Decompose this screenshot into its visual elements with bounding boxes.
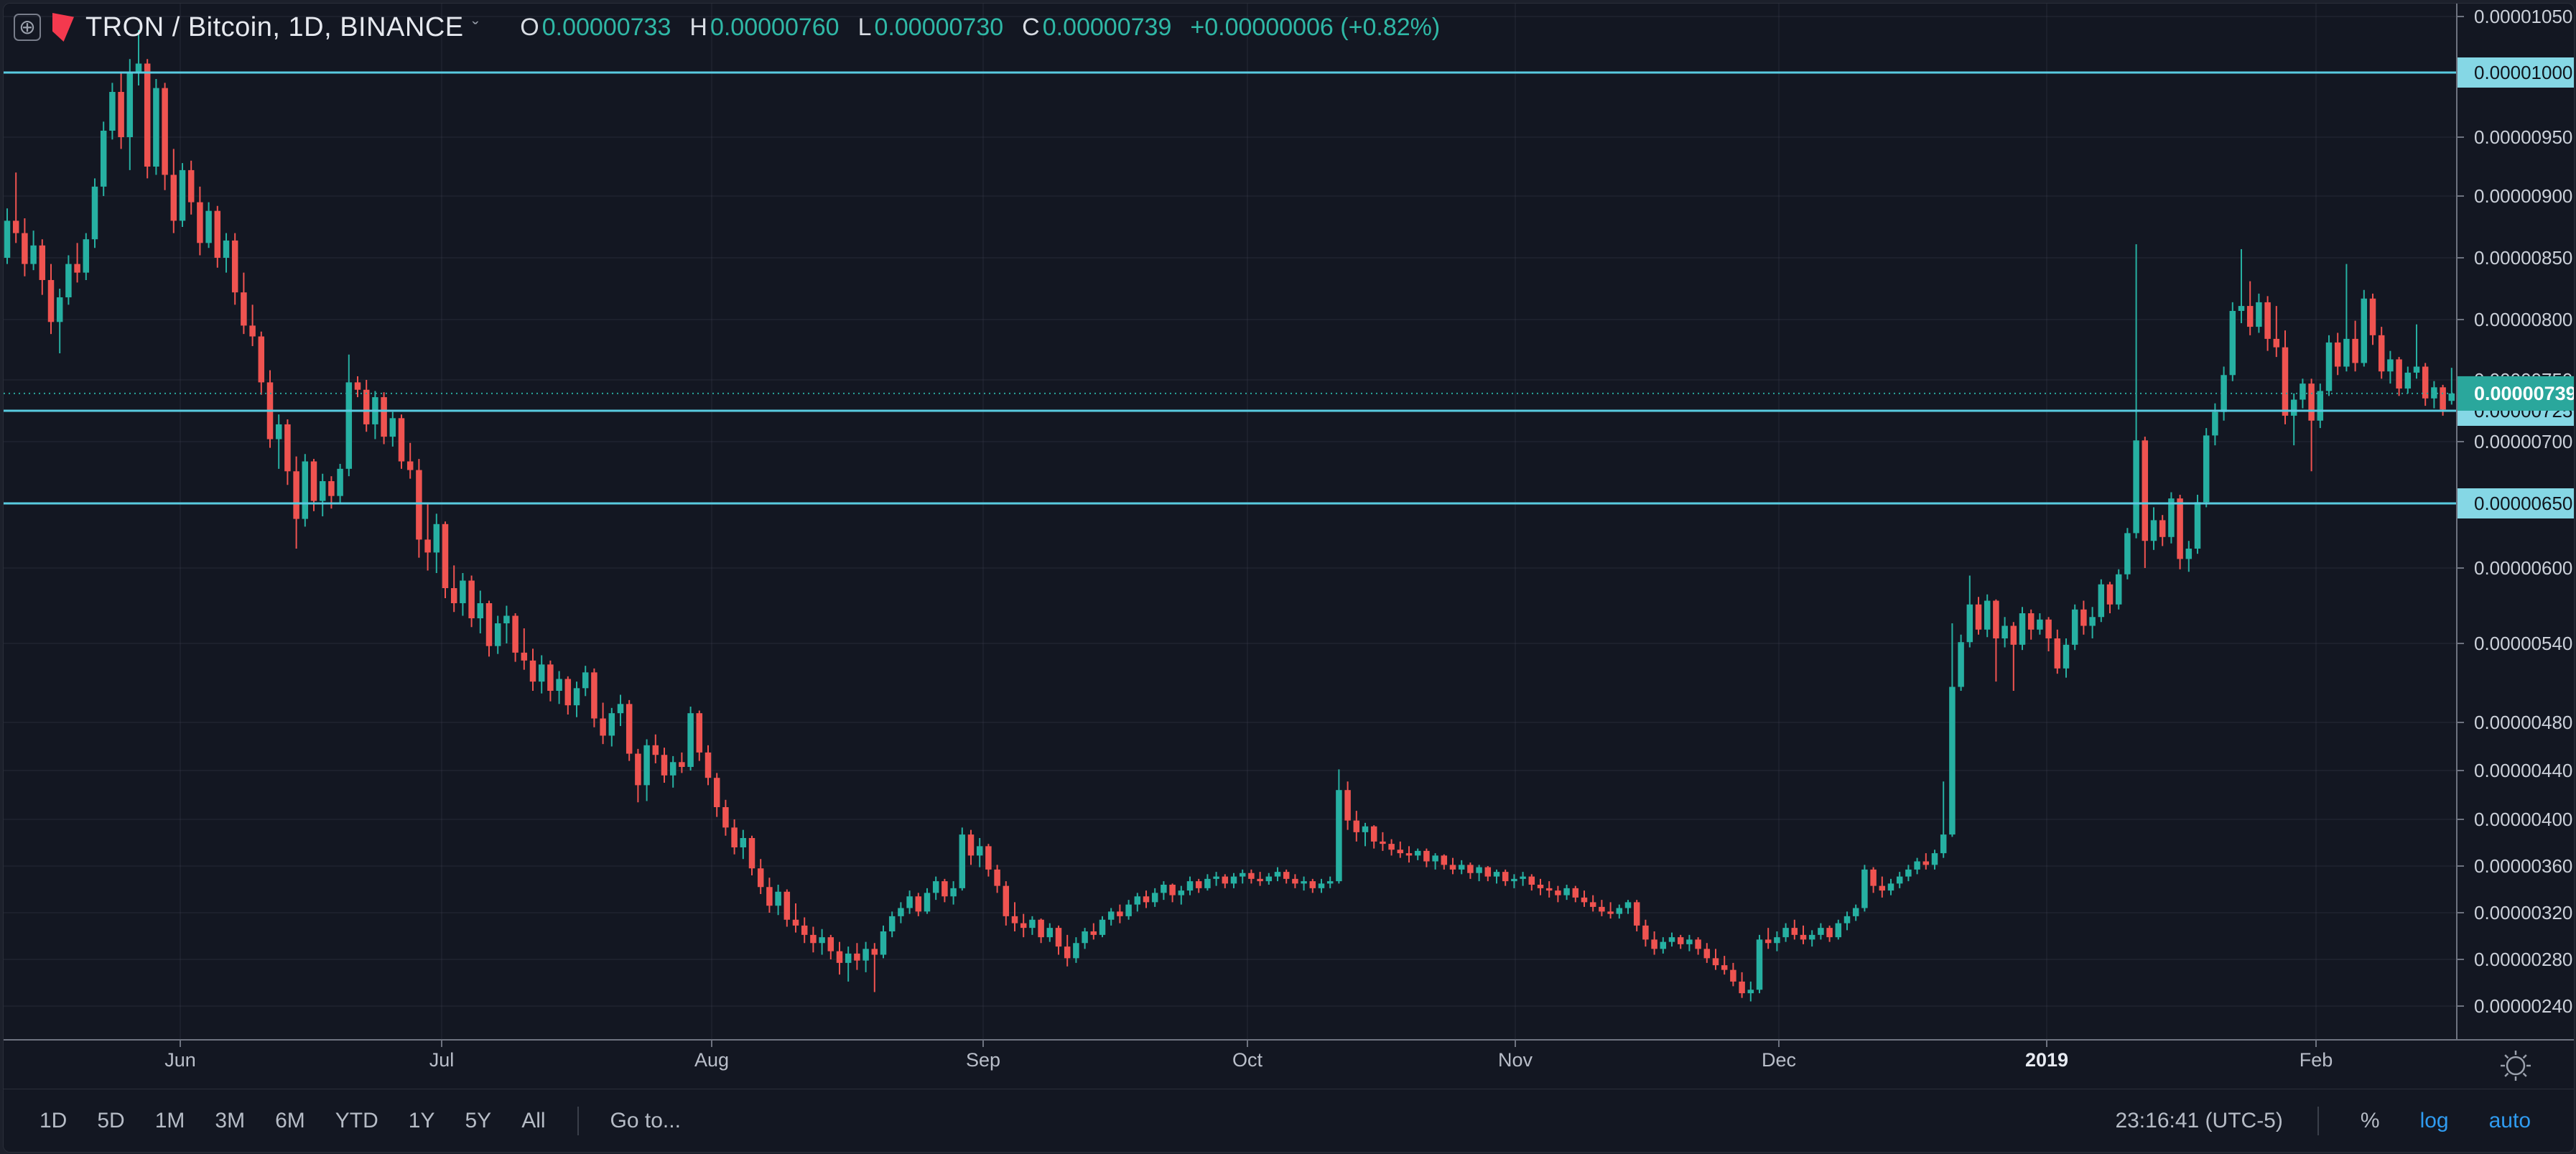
time-axis[interactable]: Jun Jul Aug Sep Oct Nov Dec 2019 Feb: [164, 1040, 2333, 1071]
time-tick-label: Oct: [1232, 1049, 1263, 1071]
change-value: +0.00000006 (+0.82%): [1190, 13, 1441, 41]
time-tick-label: Dec: [1762, 1049, 1796, 1071]
price-tick-label: 0.00000480: [2474, 712, 2572, 733]
low-label: L: [857, 13, 872, 41]
price-level-badge: [2458, 488, 2574, 518]
chart-widget: 0.00001050 0.00001000 0.00000950 0.00000900…: [3, 3, 2575, 1153]
goto-button[interactable]: Go to...: [600, 1103, 691, 1139]
price-tick-label: 0.00000320: [2474, 902, 2572, 923]
svg-text:0.00000650: 0.00000650: [2474, 493, 2572, 514]
bottom-toolbar: 1D 5D 1M 3M 6M YTD 1Y 5Y All Go to... 23:16:41 (…: [4, 1089, 2574, 1152]
low-value: 0.00000730: [874, 13, 1004, 41]
chart-canvas[interactable]: 0.00001050 0.00001000 0.00000950 0.00000900…: [4, 4, 2574, 1089]
last-price-badge: [2458, 376, 2574, 411]
price-tick-label: 0.00000540: [2474, 633, 2572, 654]
toolbar-right: 23:16:41 (UTC-5) % log auto: [2105, 1103, 2574, 1139]
toolbar-left: 1D 5D 1M 3M 6M YTD 1Y 5Y All Go to...: [4, 1103, 691, 1139]
time-tick-label: Jun: [164, 1049, 196, 1071]
price-tick-label: 0.00000800: [2474, 309, 2572, 330]
chart-pane[interactable]: [4, 4, 2457, 1040]
range-button-3m[interactable]: 3M: [205, 1103, 255, 1139]
close-label: C: [1022, 13, 1040, 41]
range-button-1y[interactable]: 1Y: [399, 1103, 445, 1139]
toolbar-divider-right: [2317, 1106, 2319, 1135]
toolbar-divider: [577, 1106, 579, 1135]
price-level-badge: [2458, 57, 2574, 88]
gear-icon[interactable]: [2501, 1051, 2531, 1081]
tron-logo-icon: [52, 13, 74, 42]
auto-scale-toggle[interactable]: auto: [2479, 1103, 2541, 1139]
price-axis[interactable]: 0.00001050 0.00001000 0.00000950 0.00000900…: [2457, 6, 2574, 1017]
symbol-title[interactable]: TRON / Bitcoin, 1D, BINANCE: [85, 11, 464, 42]
time-tick-label: 2019: [2025, 1049, 2068, 1071]
price-tick-label: 0.00000600: [2474, 557, 2572, 579]
close-value: 0.00000739: [1042, 13, 1172, 41]
range-button-all[interactable]: All: [511, 1103, 555, 1139]
range-button-5d[interactable]: 5D: [87, 1103, 134, 1139]
time-tick-label: Aug: [694, 1049, 729, 1071]
time-tick-label: Jul: [429, 1049, 455, 1071]
range-button-6m[interactable]: 6M: [265, 1103, 315, 1139]
price-tick-label: 0.00001050: [2474, 6, 2572, 27]
price-tick-label: 0.00000900: [2474, 185, 2572, 207]
range-button-5y[interactable]: 5Y: [455, 1103, 501, 1139]
range-button-ytd[interactable]: YTD: [325, 1103, 389, 1139]
price-tick-label: 0.00000240: [2474, 995, 2572, 1017]
range-button-1m[interactable]: 1M: [145, 1103, 195, 1139]
open-value: 0.00000733: [541, 13, 671, 41]
svg-text:0.00001000: 0.00001000: [2474, 62, 2572, 83]
price-tick-label: 0.00000440: [2474, 760, 2572, 781]
percent-scale-toggle[interactable]: %: [2351, 1103, 2390, 1139]
open-label: O: [520, 13, 539, 41]
price-tick-label: 0.00000400: [2474, 809, 2572, 830]
svg-text:0.00000739: 0.00000739: [2474, 383, 2574, 404]
compare-add-icon[interactable]: ⊕: [14, 14, 41, 41]
time-tick-label: Feb: [2300, 1049, 2333, 1071]
time-tick-label: Sep: [966, 1049, 1000, 1071]
high-value: 0.00000760: [710, 13, 840, 41]
price-tick-label: 0.00000850: [2474, 247, 2572, 269]
range-button-1d[interactable]: 1D: [29, 1103, 77, 1139]
candlestick-series: [4, 29, 2455, 1002]
price-tick-label: 0.00000280: [2474, 949, 2572, 970]
high-label: H: [689, 13, 707, 41]
log-scale-toggle[interactable]: log: [2410, 1103, 2459, 1139]
chart-header: ⊕ TRON / Bitcoin, 1D, BINANCE ˇ O 0.00000…: [14, 11, 1440, 44]
ohlc-readout: O 0.00000733 H 0.00000760 L 0.00000730 C 0.0…: [520, 14, 1440, 42]
grid: [4, 4, 2457, 1040]
time-tick-label: Nov: [1498, 1049, 1533, 1071]
range-buttons: 1D 5D 1M 3M 6M YTD 1Y 5Y All: [29, 1103, 556, 1139]
price-tick-label: 0.00000360: [2474, 855, 2572, 877]
clock-button[interactable]: 23:16:41 (UTC-5): [2105, 1103, 2285, 1139]
price-tick-label: 0.00000700: [2474, 431, 2572, 452]
chevron-down-icon[interactable]: ˇ: [472, 17, 479, 39]
price-tick-label: 0.00000950: [2474, 126, 2572, 148]
